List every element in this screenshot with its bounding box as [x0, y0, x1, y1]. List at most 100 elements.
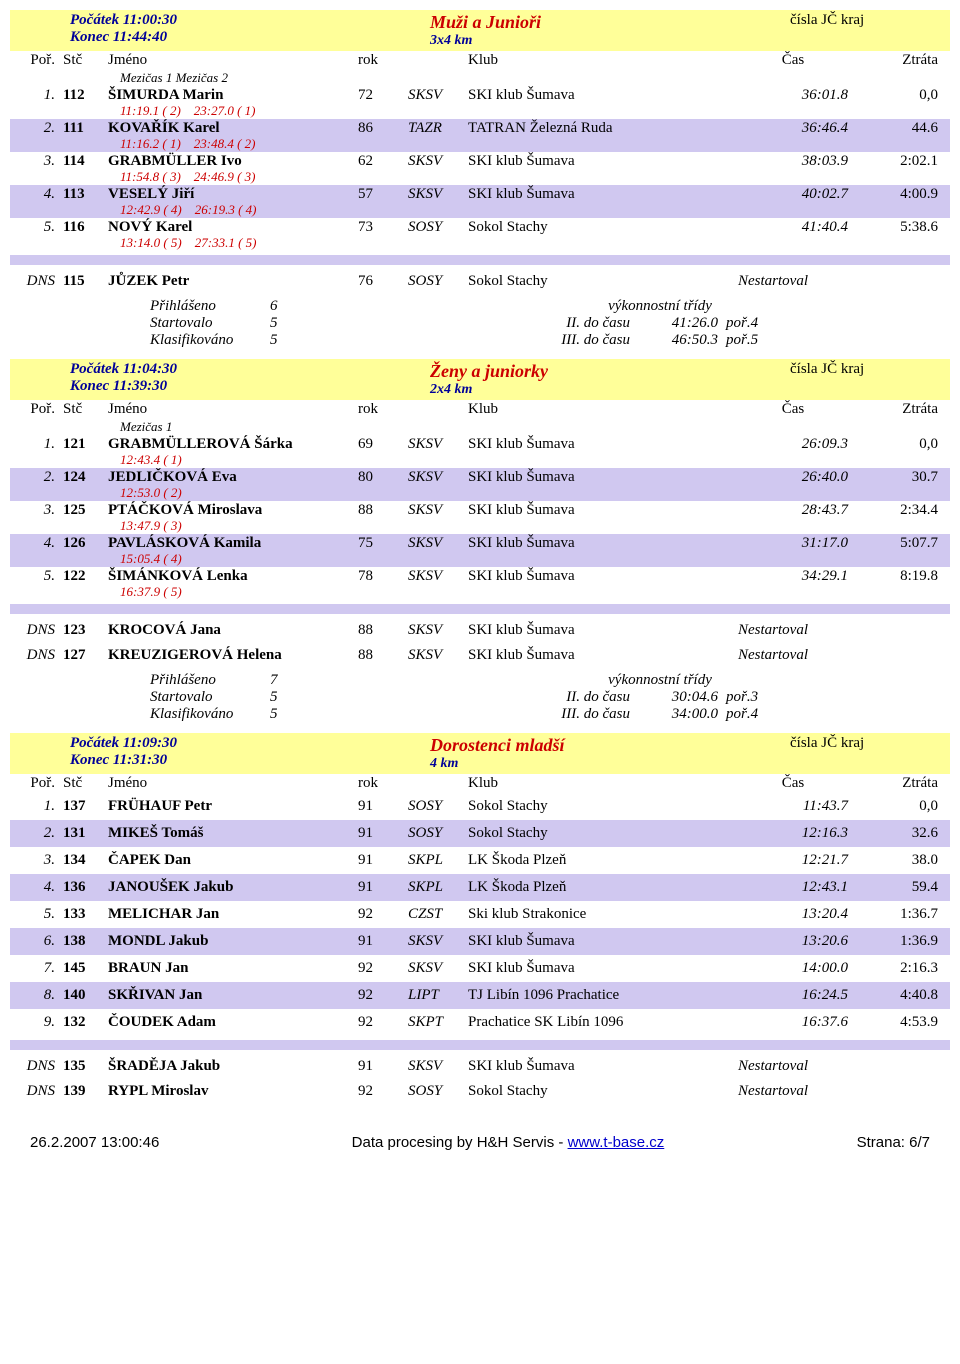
- stc: 139: [63, 1083, 108, 1100]
- name: PTÁČKOVÁ Miroslava: [108, 502, 358, 519]
- club-code: SOSY: [408, 825, 468, 842]
- separator: [10, 1040, 950, 1050]
- club: LK Škoda Plzeň: [468, 879, 738, 896]
- section-region: čísla JČ kraj: [730, 735, 950, 772]
- loss: 2:02.1: [868, 153, 938, 170]
- section-header: Počátek 11:09:30 Konec 11:31:30 Dorosten…: [10, 733, 950, 774]
- stc: 124: [63, 469, 108, 486]
- time: 14:00.0: [738, 960, 868, 977]
- club-code: SOSY: [408, 798, 468, 815]
- loss: 38.0: [868, 852, 938, 869]
- section-header: Počátek 11:00:30 Konec 11:44:40 Muži a J…: [10, 10, 950, 51]
- name: ČOUDEK Adam: [108, 1014, 358, 1031]
- club-code: SKSV: [408, 186, 468, 203]
- rok: 92: [358, 960, 408, 977]
- start-time: Počátek 11:04:30: [70, 361, 430, 378]
- stc: 113: [63, 186, 108, 203]
- split-times: 13:14.0 ( 5) 27:33.1 ( 5): [10, 235, 950, 251]
- name: VESELÝ Jiří: [108, 186, 358, 203]
- time: 16:24.5: [738, 987, 868, 1004]
- rok: 91: [358, 933, 408, 950]
- dns-row: DNS 115 JŮZEK Petr 76 SOSY Sokol Stachy …: [10, 269, 950, 294]
- name: MONDL Jakub: [108, 933, 358, 950]
- name: ŠRADĚJA Jakub: [108, 1058, 358, 1075]
- name: FRÜHAUF Petr: [108, 798, 358, 815]
- name: ČAPEK Dan: [108, 852, 358, 869]
- footer-link[interactable]: www.t-base.cz: [568, 1134, 665, 1151]
- section-dist: 4 km: [430, 756, 730, 772]
- section-dist: 2x4 km: [430, 382, 730, 398]
- end-time: Konec 11:39:30: [70, 378, 430, 395]
- split-times: 16:37.9 ( 5): [10, 584, 950, 600]
- dns-label: DNS: [10, 1083, 63, 1100]
- club-code: LIPT: [408, 987, 468, 1004]
- perf-line: III. do času46:50.3poř.5: [530, 332, 950, 349]
- stc: 135: [63, 1058, 108, 1075]
- club-code: SKSV: [408, 960, 468, 977]
- club-code: SKSV: [408, 568, 468, 585]
- result-row: 2. 131 MIKEŠ Tomáš 91 SOSY Sokol Stachy …: [10, 820, 950, 847]
- time: 12:16.3: [738, 825, 868, 842]
- time: 38:03.9: [738, 153, 868, 170]
- stc: 121: [63, 436, 108, 453]
- name: RYPL Miroslav: [108, 1083, 358, 1100]
- stat-line: Klasifikováno5: [150, 706, 450, 723]
- por: 2.: [10, 120, 63, 137]
- stc: 116: [63, 219, 108, 236]
- club: Sokol Stachy: [468, 825, 738, 842]
- stats-block: Přihlášeno6Startovalo5Klasifikováno5výko…: [10, 298, 950, 349]
- stc: 138: [63, 933, 108, 950]
- por: 2.: [10, 469, 63, 486]
- stat-line: Startovalo5: [150, 315, 450, 332]
- por: 2.: [10, 825, 63, 842]
- rok: 78: [358, 568, 408, 585]
- club: SKI klub Šumava: [468, 535, 738, 552]
- loss: 0,0: [868, 798, 938, 815]
- split-times: 15:05.4 ( 4): [10, 551, 950, 567]
- loss: 8:19.8: [868, 568, 938, 585]
- name: ŠIMÁNKOVÁ Lenka: [108, 568, 358, 585]
- split-times: 12:43.4 ( 1): [10, 452, 950, 468]
- por: 4.: [10, 879, 63, 896]
- club-code: SOSY: [408, 273, 468, 290]
- time: 26:09.3: [738, 436, 868, 453]
- loss: 2:16.3: [868, 960, 938, 977]
- name: ŠIMURDA Marin: [108, 87, 358, 104]
- club-code: SOSY: [408, 1083, 468, 1100]
- por: 4.: [10, 535, 63, 552]
- stat-line: Klasifikováno5: [150, 332, 450, 349]
- stc: 114: [63, 153, 108, 170]
- result-row: 1. 137 FRÜHAUF Petr 91 SOSY Sokol Stachy…: [10, 793, 950, 820]
- start-time: Počátek 11:00:30: [70, 12, 430, 29]
- por: 5.: [10, 568, 63, 585]
- status: Nestartoval: [738, 647, 938, 664]
- name: JEDLIČKOVÁ Eva: [108, 469, 358, 486]
- result-row: 3. 134 ČAPEK Dan 91 SKPL LK Škoda Plzeň …: [10, 847, 950, 874]
- rok: 57: [358, 186, 408, 203]
- club-code: SKPL: [408, 879, 468, 896]
- stc: 122: [63, 568, 108, 585]
- mezicas-header: Mezičas 1: [10, 419, 950, 435]
- dns-row: DNS 127 KREUZIGEROVÁ Helena 88 SKSV SKI …: [10, 643, 950, 668]
- stc: 131: [63, 825, 108, 842]
- stc: 133: [63, 906, 108, 923]
- name: KREUZIGEROVÁ Helena: [108, 647, 358, 664]
- club: SKI klub Šumava: [468, 436, 738, 453]
- time: 36:01.8: [738, 87, 868, 104]
- loss: 2:34.4: [868, 502, 938, 519]
- split-times: 12:42.9 ( 4) 26:19.3 ( 4): [10, 202, 950, 218]
- loss: 44.6: [868, 120, 938, 137]
- rok: 62: [358, 153, 408, 170]
- stc: 111: [63, 120, 108, 137]
- section-times: Počátek 11:09:30 Konec 11:31:30: [10, 735, 430, 772]
- loss: 0,0: [868, 436, 938, 453]
- split-times: 11:19.1 ( 2) 23:27.0 ( 1): [10, 103, 950, 119]
- club: TJ Libín 1096 Prachatice: [468, 987, 738, 1004]
- section-dist: 3x4 km: [430, 33, 730, 49]
- time: 31:17.0: [738, 535, 868, 552]
- stc: 115: [63, 273, 108, 290]
- result-row: 8. 140 SKŘIVAN Jan 92 LIPT TJ Libín 1096…: [10, 982, 950, 1009]
- club-code: SKSV: [408, 469, 468, 486]
- club: SKI klub Šumava: [468, 502, 738, 519]
- stc: 134: [63, 852, 108, 869]
